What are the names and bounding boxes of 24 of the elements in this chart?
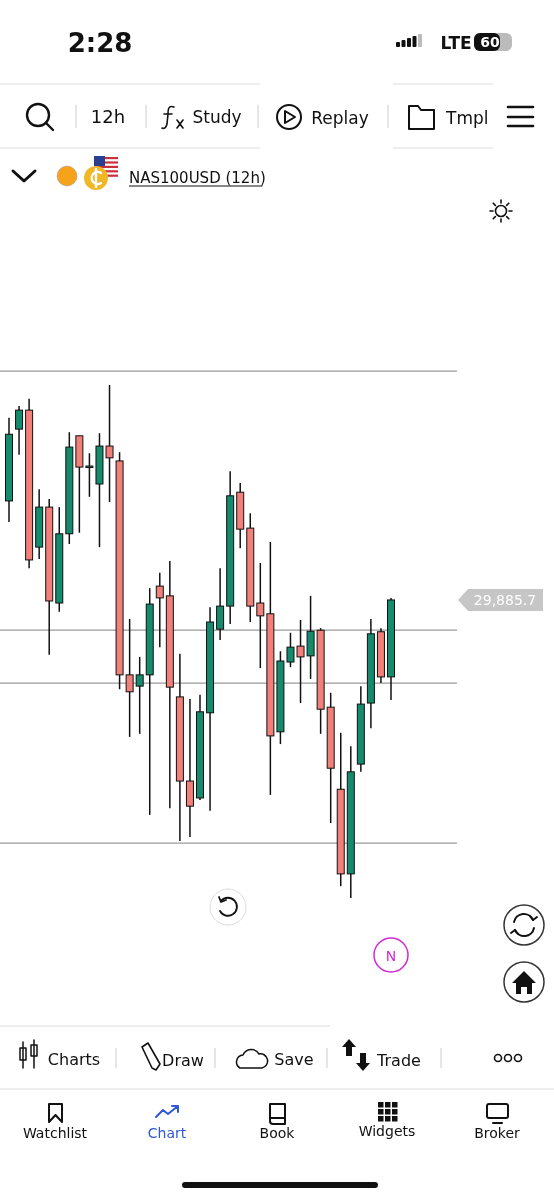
text: Watchlist (22, 1125, 88, 1141)
text: Charts (47, 1050, 101, 1069)
candlestick (256, 562, 265, 669)
text: Replay (311, 108, 369, 128)
candlestick (216, 567, 225, 641)
chart-title: NAS100USD (12h) (129, 169, 266, 187)
text: Trade (376, 1051, 421, 1070)
candlestick (155, 572, 164, 648)
text: 29,885.7 (473, 591, 537, 608)
text: 60 (480, 34, 500, 50)
text: Book (259, 1125, 296, 1141)
text: Widgets (358, 1123, 416, 1139)
text: Tmpl (445, 108, 489, 128)
text: Broker (474, 1125, 521, 1141)
text: Save (274, 1050, 314, 1069)
text: Draw (162, 1051, 204, 1070)
text: LTE (440, 33, 472, 53)
text: N (385, 948, 397, 964)
text: Chart (147, 1125, 187, 1141)
candlestick (15, 405, 24, 456)
text: Study (192, 107, 242, 127)
text: 12h (90, 106, 126, 127)
text: 2:28 (67, 28, 133, 58)
candlestick (135, 656, 144, 735)
